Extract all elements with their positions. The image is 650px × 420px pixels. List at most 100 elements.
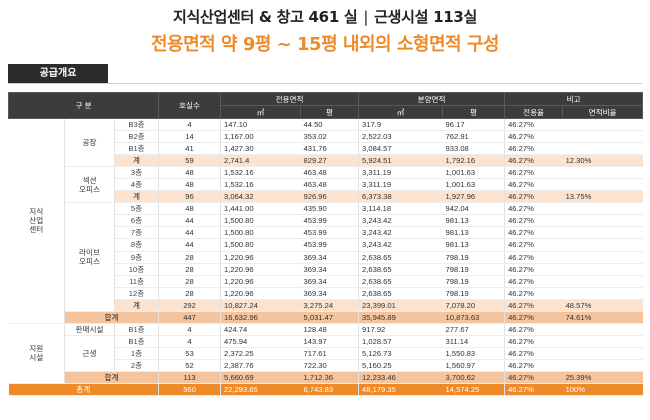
cell-share [562, 202, 643, 216]
table-row: 11층 28 1,220.96 369.34 2,638.65 798.19 46.27% [9, 275, 643, 288]
cell-units: 41 [158, 142, 221, 156]
cell-floor: 계 [114, 154, 159, 168]
cell-share [562, 251, 643, 264]
cell-ex-py: 369.34 [300, 263, 359, 276]
cell-sa-py: 933.08 [442, 142, 505, 156]
cell-sa-m2: 5,160.25 [358, 359, 443, 372]
cell-share [562, 130, 643, 144]
cell-ex-py: 435.90 [300, 202, 359, 216]
cell-share [562, 142, 643, 156]
cell-ratio: 46.27% [504, 214, 563, 228]
cell-units: 14 [158, 130, 221, 144]
cell-ratio: 46.27% [504, 130, 563, 144]
cell-floor: 8층 [114, 238, 159, 252]
cell-ex-py: 3,275.24 [300, 299, 359, 312]
cell-share [562, 238, 643, 252]
cell-share: 13.75% [562, 190, 643, 204]
cell-ex-m2: 424.74 [220, 323, 301, 336]
title-separator: | [363, 8, 369, 26]
cell-sa-py: 798.19 [442, 287, 505, 300]
cell-ex-py: 829.27 [300, 154, 359, 168]
cell-share [562, 263, 643, 276]
col-header-sa-m2: ㎡ [358, 105, 444, 119]
table-row: 지식 산업 센터 공장 B3층 4 147.10 44.50 317.9 96.17 46.27… [8, 118, 643, 324]
cell-ex-m2: 475.94 [220, 335, 301, 348]
cell-floor: 5층 [114, 202, 159, 216]
cell-sa-py: 96.17 [442, 118, 505, 132]
table-row: 2층 52 2,387.76 722.30 5,160.25 1,560.97 46.27% [9, 359, 643, 372]
cell-ratio: 46.27% [504, 263, 563, 276]
cell-share [562, 178, 643, 192]
category-support-facility: 지원 시설 [8, 323, 65, 385]
cell-floor: B3층 [114, 118, 159, 132]
cell-ratio: 46.27% [504, 287, 563, 300]
cell-ex-m2: 2,387.76 [220, 359, 301, 372]
cell-ratio: 46.27% [504, 142, 563, 156]
cell-units: 52 [158, 359, 221, 372]
cell-sa-m2: 2,522.03 [358, 130, 443, 144]
page-title: 지식산업센터 & 창고 461 실 | 근생시설 113실 [0, 6, 650, 27]
group-live-office: 라이브 오피스 [64, 202, 115, 312]
cell-sa-m2: 2,638.65 [358, 275, 443, 288]
cell-sa-py: 762.91 [442, 130, 505, 144]
cell-sa-m2: 917.92 [358, 323, 443, 336]
cell-floor: 9층 [114, 251, 159, 264]
cell-units: 4 [158, 335, 221, 348]
cell-units: 4 [158, 118, 221, 132]
cell-ratio: 46.27% [504, 359, 563, 372]
cell-share [562, 335, 643, 348]
cell-sa-py: 981.13 [442, 226, 505, 240]
table-row: 4층 48 1,532.16 463.48 3,311.19 1,001.63 46.27% [9, 178, 643, 192]
cell-units: 59 [158, 154, 221, 168]
table-row: 8층 44 1,500.80 453.99 3,243.42 981.13 46.27% [9, 238, 643, 252]
cell-share [562, 226, 643, 240]
cell-floor: 12층 [114, 287, 159, 300]
cell-floor: 2층 [114, 359, 159, 372]
cell-sa-m2: 48,179.35 [358, 383, 443, 397]
cell-ratio: 46.27% [504, 154, 563, 168]
cell-units: 292 [158, 299, 221, 312]
table-row: 1층 53 2,372.25 717.61 5,126.73 1,550.83 46.27% [9, 347, 643, 360]
table-header: 구 분 호실수 전용면적 분양면적 비고 ㎡ 평 ㎡ 평 전용율 면적비율 [7, 92, 644, 119]
table-row: 라이브 오피스 5층 48 1,441.00 435.90 3,114.18 942.04 4… [9, 202, 643, 312]
cell-sa-py: 798.19 [442, 263, 505, 276]
cell-ratio: 46.27% [504, 275, 563, 288]
cell-ex-m2: 1,500.80 [220, 226, 301, 240]
cell-ratio: 46.27% [504, 251, 563, 264]
category-knowledge-center: 지식 산업 센터 [8, 118, 65, 324]
cell-sa-py: 1,001.63 [442, 178, 505, 192]
supply-table: 구 분 호실수 전용면적 분양면적 비고 ㎡ 평 ㎡ 평 전용율 면적비율 지식… [7, 92, 644, 397]
col-header-ratio: 전용율 [504, 105, 564, 119]
cell-ratio: 46.27% [504, 347, 563, 360]
table-row: 섹션 오피스 3층 48 1,532.16 463.48 3,311.19 1,001.63… [9, 166, 643, 204]
cell-share: 74.61% [562, 311, 643, 324]
cell-sa-py: 798.19 [442, 251, 505, 264]
cell-ex-py: 353.02 [300, 130, 359, 144]
cell-share [562, 275, 643, 288]
cell-ex-m2: 2,372.25 [220, 347, 301, 360]
cell-share: 12.30% [562, 154, 643, 168]
title-right: 근생시설 113실 [374, 8, 477, 26]
cell-ratio: 46.27% [504, 238, 563, 252]
cell-units: 4 [158, 323, 221, 336]
cell-share [562, 214, 643, 228]
cell-units: 44 [158, 214, 221, 228]
table-row: 근생 B1층 4 475.94 143.97 1,028.57 311.14 46.27% [9, 335, 643, 372]
cell-ex-m2: 1,220.96 [220, 263, 301, 276]
cell-sa-m2: 3,311.19 [358, 166, 443, 180]
cell-sa-py: 311.14 [442, 335, 505, 348]
cell-sa-py: 1,792.16 [442, 154, 505, 168]
cell-share [562, 287, 643, 300]
table-row: 9층 28 1,220.96 369.34 2,638.65 798.19 46.27% [9, 251, 643, 264]
subtotal-row: 계 59 2,741.4 829.27 5,924.51 1,792.16 46.27% 12… [9, 154, 643, 168]
cell-share: 48.57% [562, 299, 643, 312]
cell-units: 28 [158, 263, 221, 276]
cell-ex-py: 6,743.83 [300, 383, 359, 397]
cell-units: 48 [158, 202, 221, 216]
cell-ratio: 46.27% [504, 323, 563, 336]
cell-ex-m2: 1,532.16 [220, 166, 301, 180]
cell-share [562, 359, 643, 372]
cell-ratio: 46.27% [504, 166, 563, 180]
cell-ratio: 46.27% [504, 299, 563, 312]
cell-floor: B1층 [114, 335, 159, 348]
